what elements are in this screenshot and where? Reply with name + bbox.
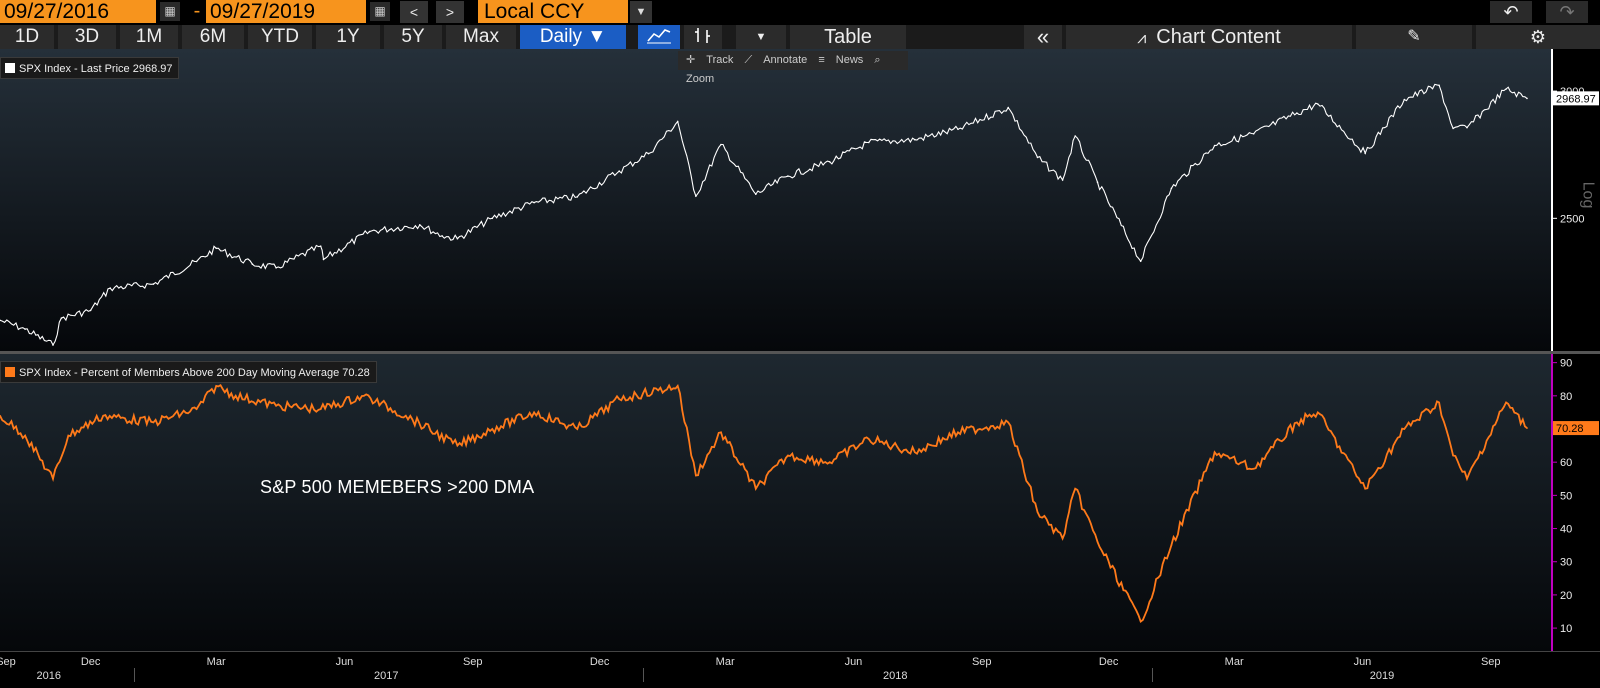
year-separator xyxy=(642,668,644,682)
svg-text:2968.97: 2968.97 xyxy=(1556,93,1596,105)
redo-icon[interactable]: ↷ xyxy=(1546,1,1588,23)
x-tick-label: Mar xyxy=(715,656,735,668)
bar-chart-icon[interactable] xyxy=(684,25,722,49)
range-3d-button[interactable]: 3D xyxy=(58,25,116,49)
chart-content-icon: ⩘ xyxy=(1137,30,1147,47)
breadth-panel xyxy=(0,354,1552,651)
y-tick-label: 70 xyxy=(1560,424,1572,436)
year-separator xyxy=(1151,668,1153,682)
breadth-legend-text: SPX Index - Percent of Members Above 200… xyxy=(19,367,370,379)
last-value-tag: 2968.97 xyxy=(1553,91,1599,106)
undo-icon[interactable]: ↶ xyxy=(1490,1,1532,23)
price-panel xyxy=(0,49,1552,351)
y-tick-label: 40 xyxy=(1560,524,1572,536)
price-legend-text: SPX Index - Last Price 2968.97 xyxy=(19,63,173,75)
x-year-label: 2016 xyxy=(36,670,62,682)
range-6m-button[interactable]: 6M xyxy=(182,25,244,49)
line-chart-icon[interactable] xyxy=(638,25,680,49)
x-year-label: 2019 xyxy=(1369,670,1395,682)
chevron-down-icon[interactable]: ▼ xyxy=(630,1,652,23)
price-legend[interactable]: SPX Index - Last Price 2968.97 xyxy=(0,57,180,79)
x-year-label: 2018 xyxy=(883,670,908,682)
panel-splitter[interactable] xyxy=(0,351,1600,354)
calendar-icon[interactable]: ▦ xyxy=(160,2,180,21)
x-tick-label: Mar xyxy=(1224,656,1244,668)
date-separator: - xyxy=(193,0,201,22)
x-tick-label: Jun xyxy=(844,656,863,668)
last-value-tag: 70.28 xyxy=(1553,421,1599,436)
edit-icon[interactable]: ✎ xyxy=(1356,25,1472,49)
svg-text:70.28: 70.28 xyxy=(1556,423,1584,435)
y-tick-label: 50 xyxy=(1560,490,1572,502)
table-button[interactable]: Table xyxy=(790,25,906,49)
x-tick-label: Mar xyxy=(206,656,226,668)
frequency-select[interactable]: Daily ▼ xyxy=(520,25,626,49)
prev-period-button[interactable]: < xyxy=(400,1,428,23)
x-tick-label: Dec xyxy=(589,656,610,668)
collapse-icon[interactable]: « xyxy=(1024,25,1062,49)
range-toolbar: 1D 3D 1M 6M YTD 1Y 5Y Max Daily ▼ ▼ Tabl… xyxy=(0,25,1600,49)
x-year-label: 2017 xyxy=(374,670,399,682)
x-axis: Sep Dec Mar Jun Sep Dec Mar Jun Sep Dec Mar Jun Sep 2… xyxy=(0,651,1600,688)
range-1d-button[interactable]: 1D xyxy=(0,25,54,49)
x-tick-label: Sep xyxy=(1480,656,1501,668)
x-tick-label: Sep xyxy=(0,656,16,668)
x-tick-label: Jun xyxy=(1353,656,1372,668)
range-1y-button[interactable]: 1Y xyxy=(316,25,380,49)
top-toolbar: 09/27/2016 ▦ - 09/27/2019 ▦ < > Local CC… xyxy=(0,0,1600,24)
price-y-axis xyxy=(1551,49,1553,351)
year-separator xyxy=(133,668,135,682)
x-tick-label: Dec xyxy=(1098,656,1119,668)
plot-tools: ✛ Track ⟋ Annotate ≡ News ⌕ Zoom xyxy=(678,51,908,85)
chart-content-button[interactable]: ⩘ Chart Content xyxy=(1066,25,1352,49)
y-tick-label: 90 xyxy=(1560,358,1572,370)
y-tick-label: 3000 xyxy=(1560,86,1584,98)
chart-annotation: S&P 500 MEMEBERS >200 DMA xyxy=(260,477,535,497)
legend-swatch xyxy=(5,367,15,377)
breadth-legend[interactable]: SPX Index - Percent of Members Above 200… xyxy=(0,361,377,383)
x-tick-label: Dec xyxy=(80,656,101,668)
breadth-y-axis xyxy=(1551,354,1553,651)
gear-icon[interactable]: ⚙ xyxy=(1476,25,1600,49)
range-1m-button[interactable]: 1M xyxy=(120,25,178,49)
range-5y-button[interactable]: 5Y xyxy=(384,25,442,49)
x-tick-label: Sep xyxy=(462,656,483,668)
chevron-down-icon[interactable]: ▼ xyxy=(736,25,786,49)
y-tick-label: 10 xyxy=(1560,623,1572,635)
zoom-tool[interactable]: ⌕ Zoom xyxy=(686,54,881,85)
y-tick-label: 60 xyxy=(1560,457,1572,469)
calendar-icon[interactable]: ▦ xyxy=(370,2,390,21)
x-tick-label: Sep xyxy=(971,656,992,668)
next-period-button[interactable]: > xyxy=(436,1,464,23)
y-tick-label: 20 xyxy=(1560,590,1572,602)
end-date-field[interactable]: 09/27/2019 xyxy=(206,0,366,23)
range-max-button[interactable]: Max xyxy=(446,25,516,49)
x-tick-label: Jun xyxy=(335,656,354,668)
y-tick-label: 80 xyxy=(1560,391,1572,403)
range-ytd-button[interactable]: YTD xyxy=(248,25,312,49)
news-tool[interactable]: ≡ News xyxy=(818,54,864,66)
chart-content-label: Chart Content xyxy=(1156,26,1281,48)
start-date-field[interactable]: 09/27/2016 xyxy=(0,0,156,23)
legend-swatch xyxy=(5,63,15,73)
currency-select[interactable]: Local CCY xyxy=(478,0,628,23)
annotate-tool[interactable]: ⟋ Annotate xyxy=(744,54,808,66)
y-tick-label: 2500 xyxy=(1560,213,1584,225)
y-tick-label: 30 xyxy=(1560,557,1572,569)
track-tool[interactable]: ✛ Track xyxy=(686,54,734,66)
log-scale-label: Log xyxy=(1579,181,1597,209)
